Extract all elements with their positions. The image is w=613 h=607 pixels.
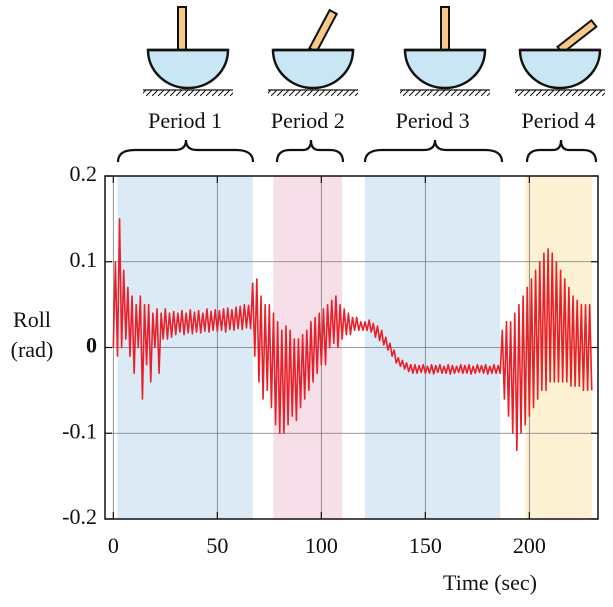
y-axis-label: Roll: [13, 307, 51, 332]
x-tick-label: 200: [513, 533, 546, 558]
data-line: [112, 218, 593, 452]
illustration: [400, 6, 490, 96]
y-tick-label: 0.1: [70, 247, 98, 272]
bowl: [518, 48, 602, 90]
period-label: Period 1: [148, 108, 222, 133]
bowl: [403, 48, 487, 90]
period-label: Period 3: [396, 108, 470, 133]
brace: [525, 139, 598, 163]
ground: [143, 90, 233, 96]
stick: [440, 6, 450, 51]
bowl: [146, 48, 230, 90]
ground: [268, 90, 358, 96]
stick: [308, 8, 339, 54]
period-label: Period 4: [522, 108, 596, 133]
x-tick-label: 100: [305, 533, 338, 558]
illustration: [143, 6, 233, 96]
stick: [556, 18, 598, 55]
y-axis-label: (rad): [11, 337, 54, 362]
y-tick-label: -0.2: [62, 504, 97, 529]
x-tick-label: 150: [409, 533, 442, 558]
plot-area: [104, 175, 599, 520]
y-tick-label: -0.1: [62, 418, 97, 443]
y-tick-label: 0: [86, 333, 97, 358]
illustration: [515, 18, 605, 96]
illustration: [268, 8, 358, 96]
brace: [363, 139, 504, 163]
ground: [400, 90, 490, 96]
y-tick-label: 0.2: [70, 161, 98, 186]
x-tick-label: 50: [206, 533, 228, 558]
plot-frame: [104, 175, 599, 520]
stick: [177, 6, 187, 51]
x-tick-label: 0: [108, 533, 119, 558]
brace: [275, 139, 345, 163]
bowl: [271, 48, 355, 90]
period-label: Period 2: [271, 108, 345, 133]
brace: [116, 139, 255, 163]
x-axis-label: Time (sec): [443, 570, 537, 595]
ground: [515, 90, 605, 96]
